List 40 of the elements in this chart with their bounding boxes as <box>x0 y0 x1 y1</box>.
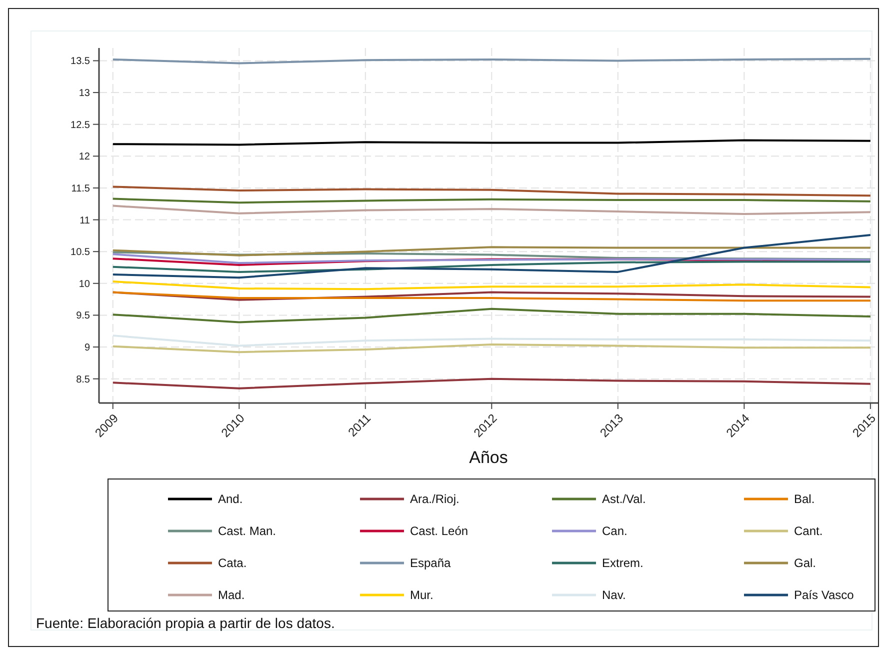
legend-label: Gal. <box>794 556 816 570</box>
line-series <box>112 234 872 279</box>
legend-label: And. <box>218 492 243 506</box>
y-tick-label: 11.5 <box>71 183 90 194</box>
legend-label: Mad. <box>218 588 245 602</box>
legend-label: Extrem. <box>602 556 644 570</box>
legend-label: Cata. <box>218 556 247 570</box>
y-tick-label: 8.5 <box>76 374 90 386</box>
legend-label: Nav. <box>602 588 626 602</box>
y-tick-label: 10 <box>78 278 90 290</box>
legend-label: Ara./Rioj. <box>410 492 460 506</box>
legend-label: Cant. <box>794 524 823 538</box>
line-series <box>112 308 872 324</box>
line-series <box>112 343 872 354</box>
legend-label: Bal. <box>794 492 815 506</box>
y-tick-label: 13 <box>78 88 90 100</box>
y-tick-label: 12 <box>78 152 90 163</box>
y-tick-label: 10.5 <box>70 247 90 258</box>
line-series <box>112 186 872 197</box>
legend-label: País Vasco <box>794 588 854 602</box>
y-tick-label: 13.5 <box>70 56 90 68</box>
y-tick-label: 11 <box>80 215 90 226</box>
line-series <box>112 251 872 260</box>
line-series <box>112 378 872 390</box>
legend-label: Can. <box>602 524 628 538</box>
line-series <box>112 204 872 216</box>
legend-label: Cast. León <box>410 524 468 538</box>
source-note: Fuente: Elaboración propia a partir de los datos. <box>36 615 335 631</box>
y-tick-label: 12.5 <box>70 120 90 131</box>
legend-label: Mur. <box>410 588 434 602</box>
y-tick-label: 9 <box>84 342 90 354</box>
line-series <box>112 260 872 273</box>
x-axis-title: Años <box>469 448 508 467</box>
line-series <box>112 253 872 264</box>
legend-label: España <box>410 556 452 570</box>
legend-label: Ast./Val. <box>602 492 646 506</box>
line-series <box>112 246 872 256</box>
line-series <box>112 280 872 290</box>
y-tick-label: 9.5 <box>76 310 90 322</box>
legend-label: Cast. Man. <box>218 524 276 538</box>
